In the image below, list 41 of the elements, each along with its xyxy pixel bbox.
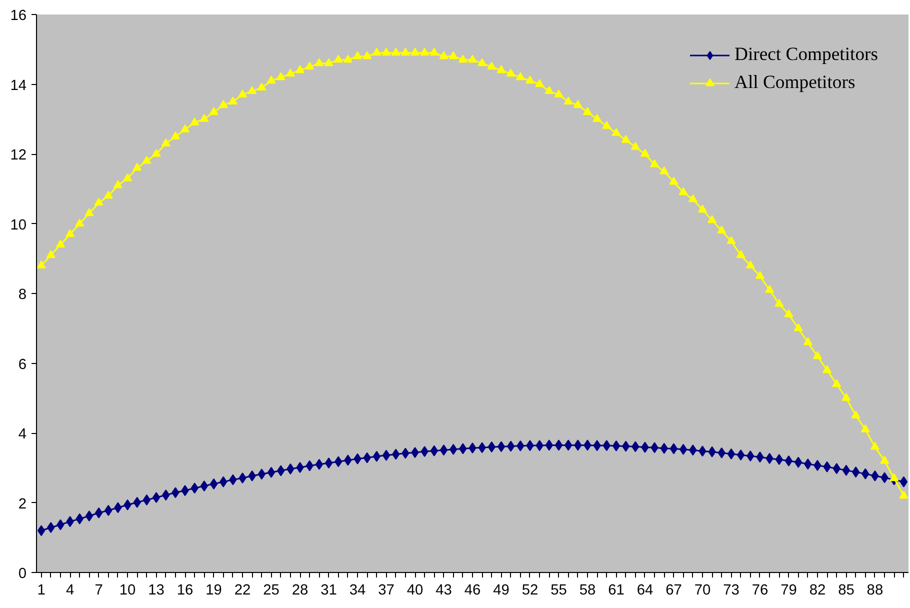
x-tick-label: 46 — [464, 582, 481, 598]
x-tick-label: 61 — [608, 582, 624, 598]
x-tick-label: 64 — [636, 582, 654, 598]
x-tick-label: 22 — [234, 582, 251, 598]
y-tick-label: 0 — [18, 566, 27, 582]
legend-label: All Competitors — [734, 72, 856, 94]
y-tick-label: 2 — [18, 496, 27, 512]
x-tick-label: 28 — [292, 582, 308, 598]
x-tick-label: 40 — [406, 582, 424, 598]
y-tick-label: 12 — [10, 148, 27, 164]
x-tick-label: 34 — [349, 582, 366, 598]
y-tick-label: 8 — [18, 287, 27, 303]
y-tick-label: 6 — [18, 356, 27, 373]
x-tick-label: 37 — [378, 582, 394, 598]
legend-label: Direct Competitors — [734, 44, 878, 66]
x-tick-label: 55 — [550, 582, 567, 598]
x-tick-label: 43 — [436, 582, 452, 598]
x-tick-label: 31 — [320, 582, 337, 598]
x-tick-label: 52 — [522, 582, 538, 598]
y-tick-label: 16 — [10, 8, 27, 24]
x-tick-label: 88 — [866, 582, 884, 598]
x-tick-label: 4 — [66, 582, 74, 598]
x-tick-label: 67 — [666, 582, 682, 598]
x-tick-label: 82 — [809, 582, 826, 598]
x-tick-label: 19 — [206, 582, 222, 598]
x-tick-label: 76 — [752, 582, 768, 598]
x-tick-label: 79 — [780, 582, 797, 598]
x-tick-label: 10 — [119, 582, 136, 598]
y-tick-label: 4 — [18, 426, 27, 442]
y-tick-label: 10 — [10, 217, 27, 234]
x-tick-label: 70 — [694, 582, 711, 598]
x-tick-label: 13 — [148, 582, 164, 598]
x-tick-label: 85 — [838, 582, 854, 598]
x-tick-label: 16 — [176, 582, 194, 598]
x-tick-label: 58 — [579, 582, 596, 598]
x-tick-label: 7 — [94, 582, 103, 598]
x-tick-label: 73 — [723, 582, 740, 598]
x-tick-label: 25 — [263, 582, 280, 598]
x-tick-label: 49 — [493, 582, 510, 598]
x-tick-label: 1 — [37, 582, 46, 598]
y-tick-label: 14 — [10, 78, 27, 94]
